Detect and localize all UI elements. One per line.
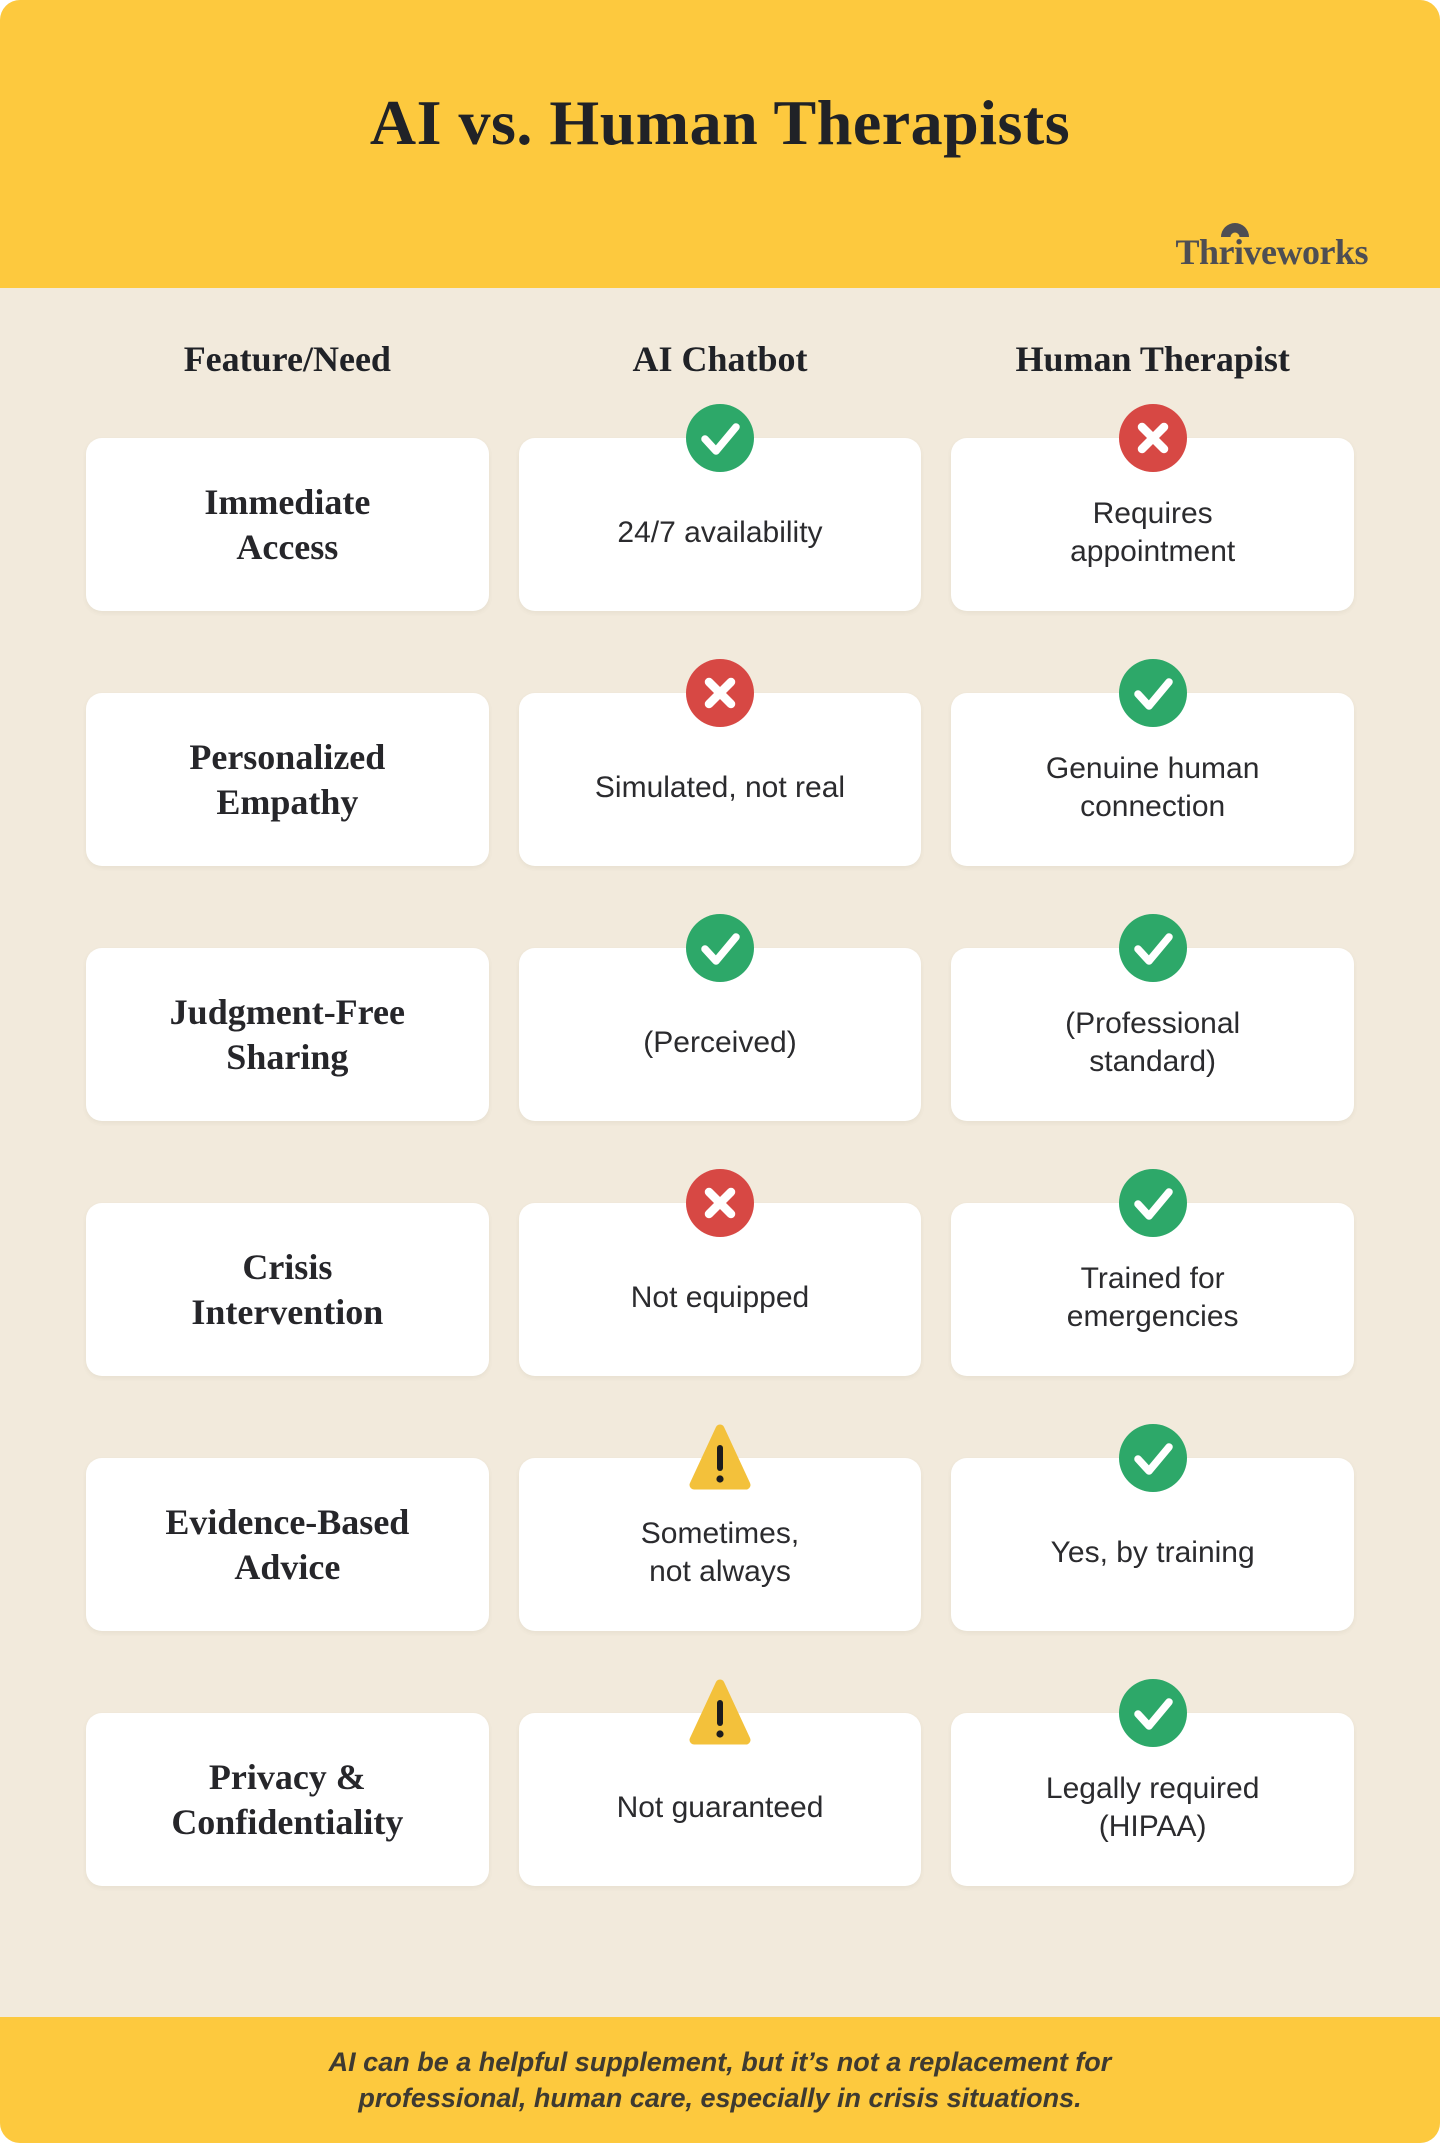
ai-chatbot-card: Simulated, not real xyxy=(518,659,922,866)
status-icon-slot xyxy=(685,913,755,983)
human-therapist-card: Genuine human connection xyxy=(951,659,1354,866)
ai-chatbot-card: Sometimes, not always xyxy=(518,1424,922,1631)
check-circle-icon xyxy=(685,914,754,982)
feature-card: Crisis Intervention xyxy=(86,1203,489,1376)
thriveworks-logo-text: Thriveworks xyxy=(1175,232,1369,272)
check-circle-icon xyxy=(1118,1679,1187,1747)
ai-chatbot-value: Simulated, not real xyxy=(594,770,846,804)
x-circle-icon xyxy=(685,659,754,727)
feature-card: Personalized Empathy xyxy=(86,693,489,866)
feature-label: Privacy & Confidentiality xyxy=(171,1756,404,1842)
status-icon-slot xyxy=(685,1168,755,1238)
disclaimer-note: AI can be a helpful supplement, but it’s… xyxy=(328,2046,1112,2113)
feature-label: Personalized Empathy xyxy=(189,736,386,822)
status-icon-slot xyxy=(685,403,755,473)
human-therapist-card: Legally required (HIPAA) xyxy=(951,1679,1354,1886)
ai-chatbot-value: Not equipped xyxy=(630,1280,810,1314)
x-circle-icon xyxy=(685,1169,754,1237)
check-circle-icon xyxy=(1118,914,1187,982)
ai-chatbot-value: Not guaranteed xyxy=(616,1790,824,1824)
ai-chatbot-value: (Perceived) xyxy=(643,1025,797,1059)
warning-icon xyxy=(689,1424,751,1490)
row-personalized-empathy: Personalized Empathy Simulated, not real xyxy=(86,659,1354,866)
feature-card: Evidence-Based Advice xyxy=(86,1458,489,1631)
human-therapist-value: Legally required (HIPAA) xyxy=(1045,1772,1260,1843)
ai-chatbot-card: Not guaranteed xyxy=(518,1679,922,1886)
thriveworks-logo: Thriveworks xyxy=(1175,223,1369,272)
header-band: AI vs. Human Therapists Thriveworks xyxy=(0,0,1440,288)
check-circle-icon xyxy=(685,404,754,472)
status-icon-slot xyxy=(1118,1168,1188,1238)
page-title: AI vs. Human Therapists xyxy=(369,87,1071,158)
x-circle-icon xyxy=(1118,404,1187,472)
row-evidence-based-advice: Evidence-Based Advice Sometimes, not alw… xyxy=(86,1424,1354,1631)
row-immediate-access: Immediate Access 24/7 availability xyxy=(86,404,1354,611)
status-icon-slot xyxy=(1118,1423,1188,1493)
footer-band: AI can be a helpful supplement, but it’s… xyxy=(0,2017,1440,2143)
status-icon-slot xyxy=(1118,913,1188,983)
status-icon-slot xyxy=(685,1423,755,1493)
human-therapist-value: Trained for emergencies xyxy=(1066,1262,1239,1333)
column-header-ai-chatbot: AI Chatbot xyxy=(632,339,808,379)
human-therapist-card: (Professional standard) xyxy=(951,914,1354,1121)
human-therapist-value: Genuine human connection xyxy=(1045,752,1260,823)
row-crisis-intervention: Crisis Intervention Not equipped xyxy=(86,1169,1354,1376)
row-privacy-confidentiality: Privacy & Confidentiality Not guaranteed xyxy=(86,1679,1354,1886)
feature-label: Judgment-Free Sharing xyxy=(169,991,405,1077)
feature-label: Immediate Access xyxy=(204,481,371,567)
logo-dome-icon xyxy=(1220,223,1249,237)
status-icon-slot xyxy=(685,1678,755,1748)
feature-card: Judgment-Free Sharing xyxy=(86,948,489,1121)
feature-card: Immediate Access xyxy=(86,438,489,611)
human-therapist-value: (Professional standard) xyxy=(1065,1007,1241,1078)
ai-chatbot-value: Sometimes, not always xyxy=(640,1517,800,1588)
check-circle-icon xyxy=(1118,1169,1187,1237)
row-judgment-free-sharing: Judgment-Free Sharing (Perceived) xyxy=(86,914,1354,1121)
status-icon-slot xyxy=(1118,403,1188,473)
feature-label: Crisis Intervention xyxy=(191,1246,384,1332)
ai-chatbot-value: 24/7 availability xyxy=(617,515,823,549)
human-therapist-card: Trained for emergencies xyxy=(951,1169,1354,1376)
column-headers: Feature/Need AI Chatbot Human Therapist xyxy=(86,288,1354,380)
human-therapist-card: Requires appointment xyxy=(951,404,1354,611)
column-header-human-therapist: Human Therapist xyxy=(1015,339,1290,379)
feature-label: Evidence-Based Advice xyxy=(165,1501,410,1587)
check-circle-icon xyxy=(1118,1424,1187,1492)
ai-chatbot-card: 24/7 availability xyxy=(518,404,922,611)
warning-icon xyxy=(689,1679,751,1745)
human-therapist-card: Yes, by training xyxy=(951,1424,1354,1631)
status-icon-slot xyxy=(685,658,755,728)
human-therapist-value: Yes, by training xyxy=(1050,1535,1255,1569)
check-circle-icon xyxy=(1118,659,1187,727)
column-header-feature: Feature/Need xyxy=(183,339,391,379)
status-icon-slot xyxy=(1118,1678,1188,1748)
feature-card: Privacy & Confidentiality xyxy=(86,1713,489,1886)
status-icon-slot xyxy=(1118,658,1188,728)
comparison-table: Feature/Need AI Chatbot Human Therapist … xyxy=(0,288,1440,2017)
human-therapist-value: Requires appointment xyxy=(1070,497,1236,568)
ai-chatbot-card: Not equipped xyxy=(518,1169,922,1376)
ai-chatbot-card: (Perceived) xyxy=(518,914,922,1121)
